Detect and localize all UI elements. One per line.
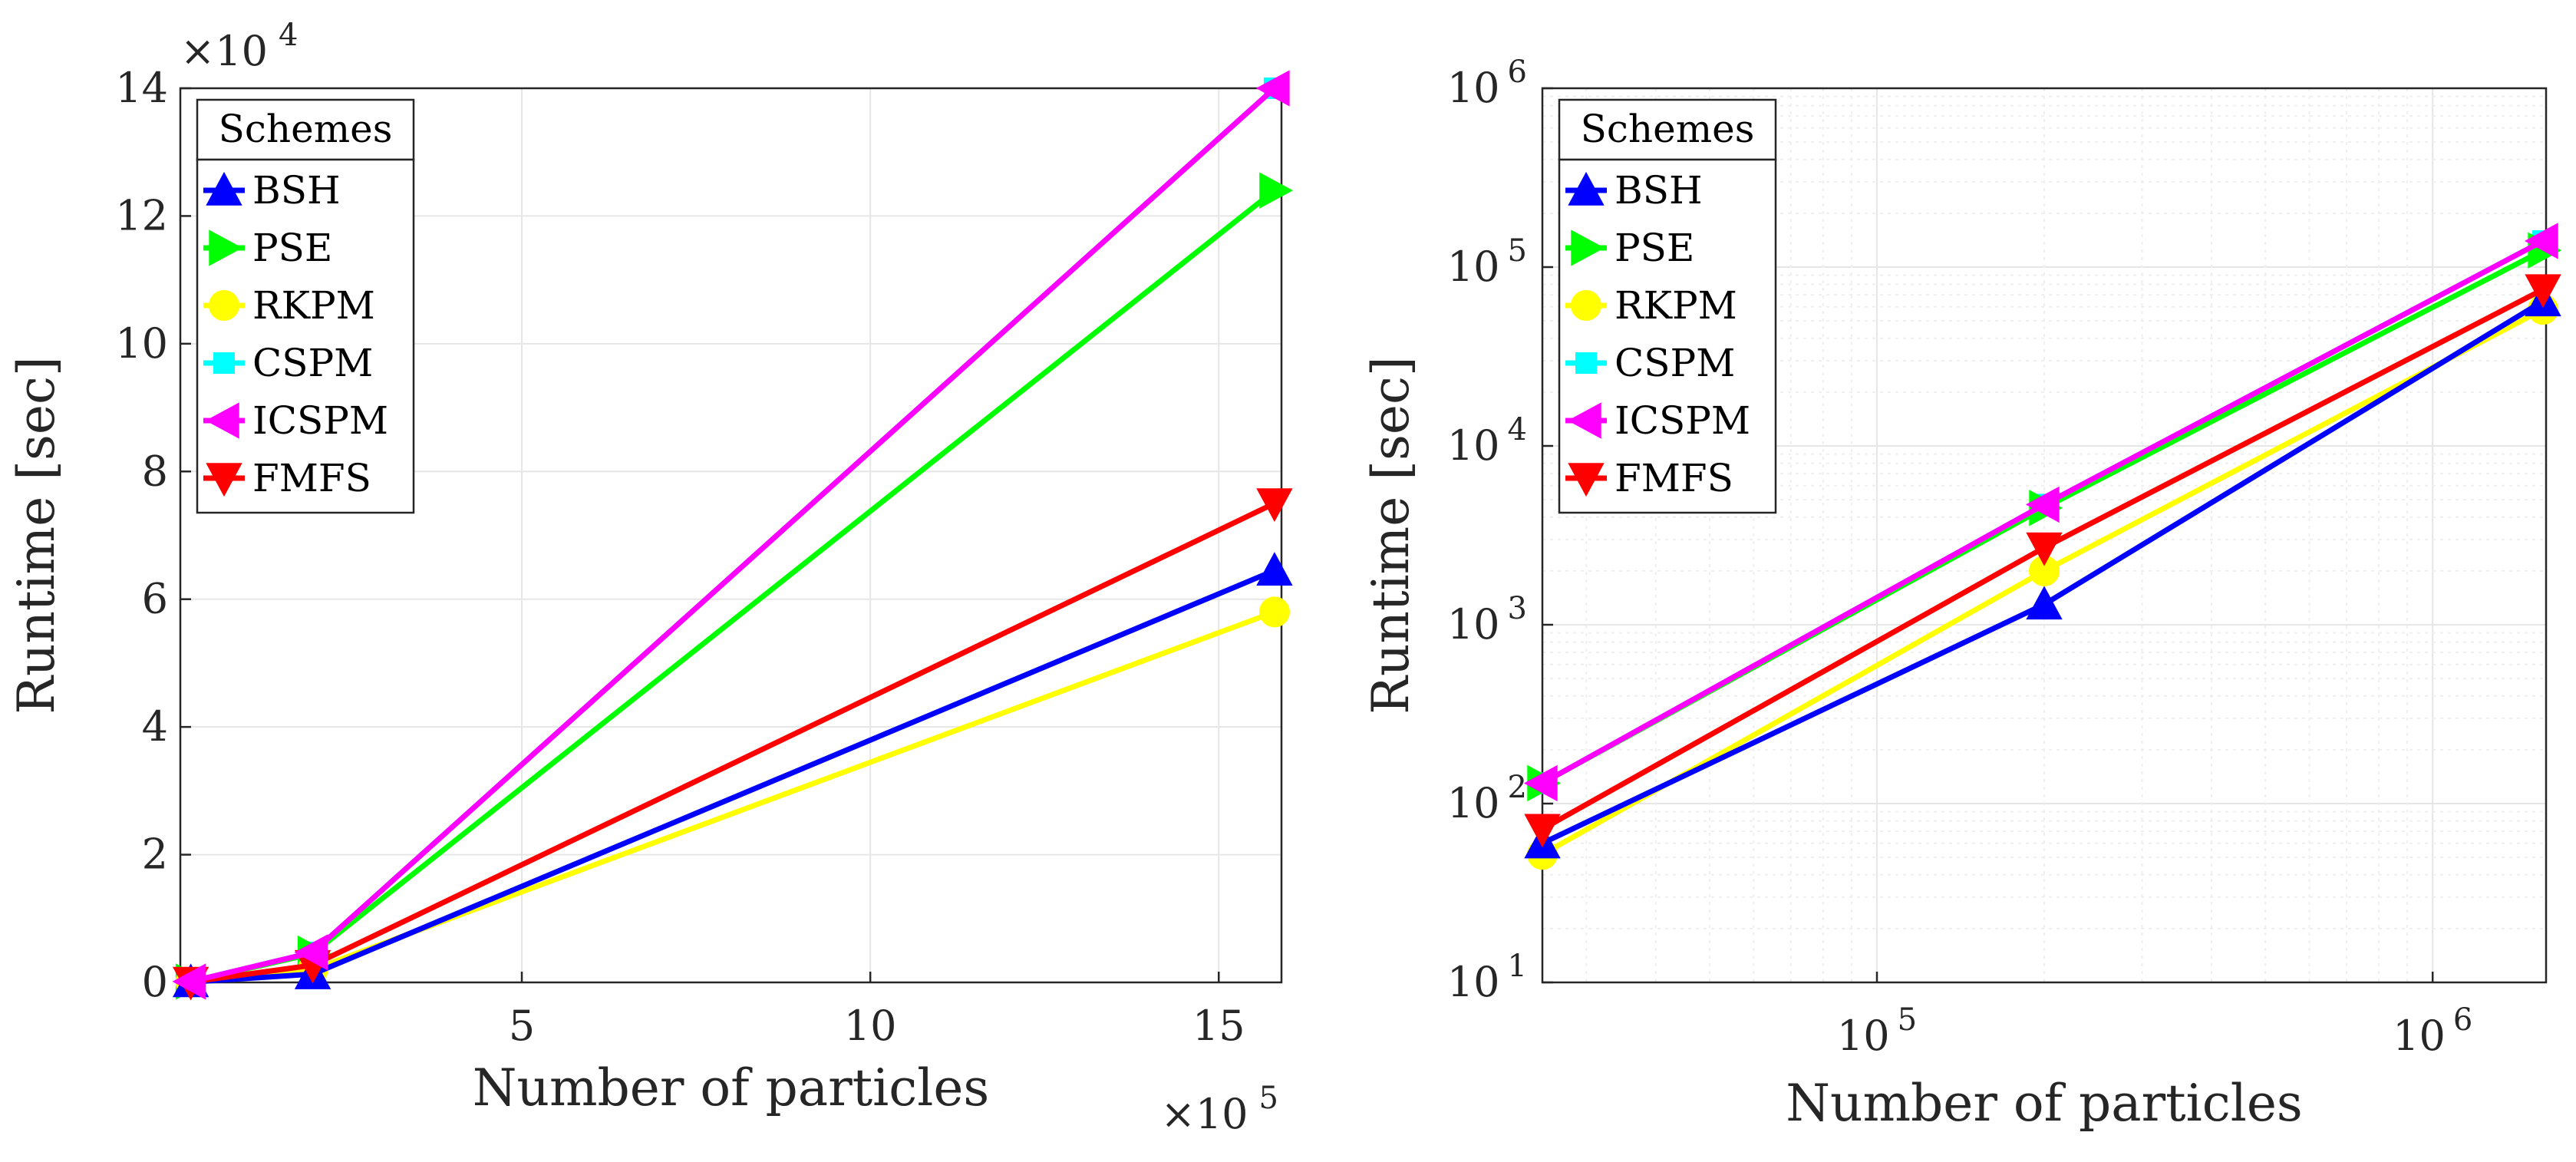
axes-box [1541,87,2548,984]
legend-label-rkpm: RKPM [252,283,375,328]
legend-label-rkpm: RKPM [1615,283,1737,328]
legend-entry-rkpm: RKPM [203,283,375,328]
chart-panel-1: 5 10 15 0 2 4 6 8 10 12 14×10 4 ×10 5 Number of partic… [7,18,1294,1138]
x-tick-label: 5 [509,1002,535,1050]
x-tick-label: 10 6 [2393,1002,2472,1060]
y-axis-label: Runtime [sec] [7,356,66,714]
legend-marker-rkpm [209,290,239,321]
legend-marker-icspm [205,402,239,439]
legend-label-cspm: CSPM [1615,341,1735,385]
legend-entry-pse: PSE [203,226,332,270]
legend-marker-fmfs [1568,463,1605,497]
data-point-fmfs [1524,814,1561,848]
y-tick-label: 12 [115,191,168,239]
data-point-bsh [1256,552,1293,586]
data-point-icspm [2524,223,2558,259]
y-tick-label: 14 [115,64,168,112]
legend-label-cspm: CSPM [252,341,373,385]
y-tick-label: 0 [142,958,168,1006]
legend-label-pse: PSE [1615,226,1694,270]
data-point-icspm [294,934,328,971]
series-icspm [172,70,1290,1000]
data-point-icspm [172,963,206,1000]
data-point-icspm [2025,486,2060,523]
y-tick-label: 10 2 [1447,770,1527,827]
legend-entry-icspm: ICSPM [203,398,388,443]
legend-box [1558,158,1777,514]
legend-marker-cspm [1575,352,1597,374]
data-point-fmfs [2026,532,2063,566]
legend-entry-fmfs: FMFS [203,456,371,500]
legend-entry-fmfs: FMFS [1565,456,1733,500]
legend-entry-rkpm: RKPM [1565,283,1737,328]
series-fmfs [1524,274,2561,848]
legend-box [196,158,415,514]
data-point-fmfs [2525,274,2561,309]
legend-title: Schemes [219,107,393,151]
legend-entry-cspm: CSPM [1565,341,1735,385]
data-point-rkpm [1258,596,1290,628]
y-tick-label: 4 [142,702,168,751]
legend-label-icspm: ICSPM [1615,398,1750,443]
legend-entry-bsh: BSH [1565,168,1703,213]
legend-marker-bsh [206,171,242,206]
y-axis-multiplier: ×10 4 [180,18,298,75]
y-tick-label: 2 [142,830,168,879]
minor-grid [1542,88,2546,982]
data-point-fmfs [1256,488,1293,522]
legend-label-bsh: BSH [1615,168,1703,213]
data-point-icspm [1255,70,1290,107]
legend-label-fmfs: FMFS [1615,456,1733,500]
tick-marks [180,87,1220,984]
data-point-pse [1259,172,1294,209]
y-tick-label: 10 6 [1447,54,1527,112]
legend-title-box [1558,98,1777,161]
y-tick-label: 6 [142,575,168,623]
x-axis-multiplier: ×10 5 [1161,1081,1278,1138]
y-tick-label: 10 [115,319,168,368]
x-axis-label: Number of particles [473,1058,990,1117]
legend-marker-rkpm [1571,290,1601,321]
legend-entry-pse: PSE [1565,226,1694,270]
data-point-bsh [2026,586,2063,620]
legend-label-fmfs: FMFS [252,456,371,500]
legend: Schemes BSH PSE RKPM CSPM ICSPM FMFS [196,98,415,514]
legend-title-box [196,98,415,161]
legend-label-icspm: ICSPM [252,398,388,443]
legend-marker-bsh [1568,171,1605,206]
x-axis-label: Number of particles [1786,1074,2303,1133]
axes-box [179,87,1283,984]
legend-label-bsh: BSH [252,168,341,213]
legend-marker-icspm [1567,402,1601,439]
legend-label-pse: PSE [252,226,332,270]
y-tick-label: 10 4 [1447,412,1527,470]
legend-entry-bsh: BSH [203,168,341,213]
chart-panel-2: 10 5 10 6 10 1 10 2 10 3 10 4 10 5 10 6 Number of partic… [1361,54,2562,1133]
x-tick-label: 10 5 [1837,1002,1917,1060]
legend-title: Schemes [1581,107,1755,151]
y-tick-label: 10 1 [1447,949,1527,1006]
x-tick-label: 10 [844,1002,897,1050]
data-point-icspm [1523,764,1558,802]
y-tick-label: 10 5 [1447,233,1527,291]
legend-marker-cspm [213,352,235,374]
legend-marker-pse [209,229,243,266]
legend-entry-cspm: CSPM [203,341,373,385]
legend-marker-pse [1571,229,1605,266]
legend-marker-fmfs [206,463,242,497]
series-icspm [1523,223,2558,802]
y-tick-label: 10 3 [1447,591,1527,649]
legend: Schemes BSH PSE RKPM CSPM ICSPM FMFS [1558,98,1777,514]
x-tick-label: 15 [1192,1002,1245,1050]
tick-marks [1542,87,2434,984]
legend-entry-icspm: ICSPM [1565,398,1750,443]
y-tick-label: 8 [142,447,168,495]
y-axis-label: Runtime [sec] [1361,356,1420,714]
